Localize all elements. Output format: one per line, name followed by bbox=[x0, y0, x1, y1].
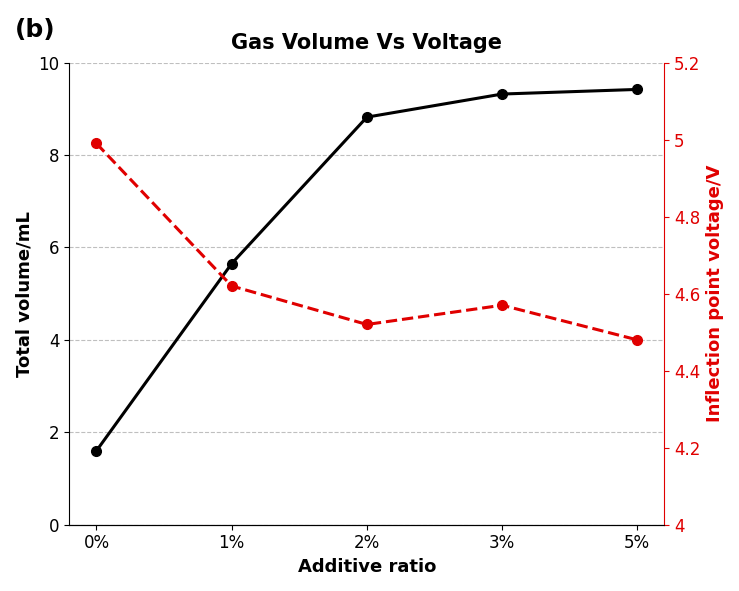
Text: (b): (b) bbox=[15, 18, 55, 42]
Title: Gas Volume Vs Voltage: Gas Volume Vs Voltage bbox=[231, 33, 503, 53]
Y-axis label: Inflection point voltage/V: Inflection point voltage/V bbox=[706, 165, 724, 423]
Y-axis label: Total volume/mL: Total volume/mL bbox=[15, 211, 33, 376]
X-axis label: Additive ratio: Additive ratio bbox=[298, 558, 436, 576]
